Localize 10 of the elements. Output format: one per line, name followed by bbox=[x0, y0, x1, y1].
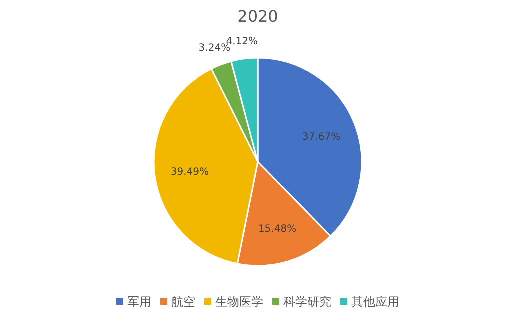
legend-label: 科学研究 bbox=[284, 295, 332, 309]
data-label: 37.67% bbox=[302, 132, 341, 144]
data-label: 39.49% bbox=[170, 167, 210, 178]
legend-label: 军用 bbox=[128, 295, 152, 309]
legend-label: 生物医学 bbox=[216, 295, 264, 309]
legend-label: 航空 bbox=[172, 295, 196, 309]
data-label: 3.24% bbox=[198, 43, 231, 54]
legend-label: 其他应用 bbox=[352, 295, 400, 309]
data-label: 15.48% bbox=[258, 224, 297, 235]
chart-title: 2020 bbox=[238, 7, 278, 26]
